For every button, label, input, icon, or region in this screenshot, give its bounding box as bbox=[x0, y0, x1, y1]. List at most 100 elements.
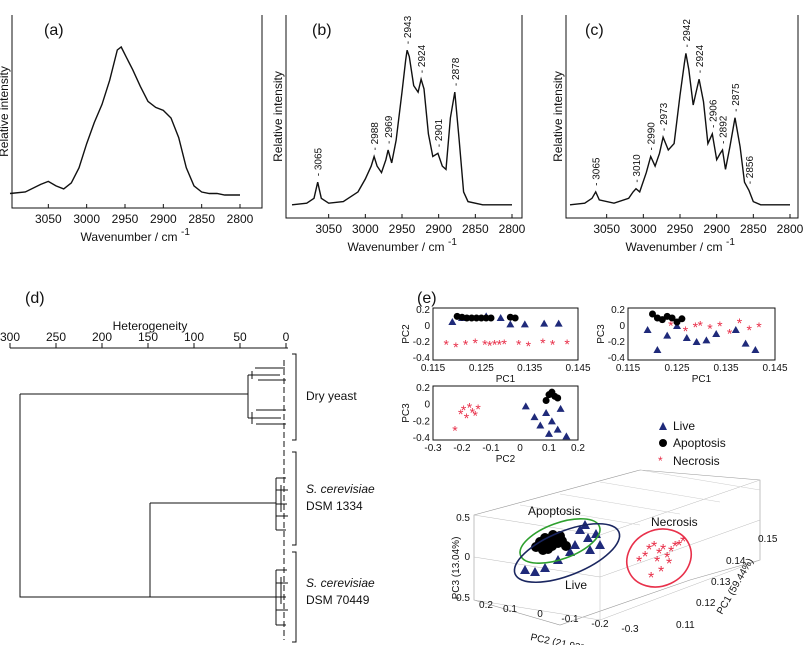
point3d-necrosis: * bbox=[642, 549, 648, 566]
scatter3-ytick-label: -0.2 bbox=[413, 416, 431, 427]
scatter2-ytick-label: 0.2 bbox=[611, 305, 625, 316]
point-necrosis: * bbox=[683, 323, 689, 339]
dendrogram-dry-yeast-leaves bbox=[248, 367, 286, 425]
legend-apoptosis-marker bbox=[659, 439, 667, 447]
dendrogram-dsm1334-leaves bbox=[275, 477, 288, 531]
dsm1334-bracket bbox=[292, 451, 297, 546]
group-dsm1334-strain: DSM 1334 bbox=[306, 499, 363, 513]
point3d-live bbox=[583, 533, 593, 542]
spectrum-c-tick-label: 3000 bbox=[630, 222, 657, 236]
point-necrosis: * bbox=[487, 337, 493, 353]
spectrum-a-tick-label: 2850 bbox=[188, 212, 215, 226]
point3d-necrosis: * bbox=[658, 564, 664, 581]
point-live bbox=[702, 336, 711, 344]
point-necrosis: * bbox=[473, 408, 479, 424]
group-dsm70449-species: S. cerevisiae bbox=[306, 576, 375, 590]
point-necrosis: * bbox=[475, 401, 481, 417]
dendrogram-ticks: 300 250 200 150 100 50 0 bbox=[0, 330, 290, 348]
spectrum-b-axes bbox=[285, 15, 523, 219]
plot3d-xtick-label: 0.1 bbox=[503, 604, 517, 615]
point-necrosis: * bbox=[717, 318, 723, 334]
scatter3-xtick-label: 0.1 bbox=[542, 443, 556, 454]
scatter2-xlabel: PC1 bbox=[692, 374, 712, 385]
point3d-necrosis: * bbox=[672, 539, 678, 556]
spectrum-b-tick-label: 3000 bbox=[352, 222, 379, 236]
dendrogram-axis-title: Heterogeneity bbox=[113, 319, 188, 333]
peak-label-c: - 2942 bbox=[682, 19, 693, 48]
plot3d-frame bbox=[473, 469, 761, 626]
spectrum-c-ylabel: Relative intensity bbox=[551, 71, 565, 162]
plot3d-xtick-label: 0.2 bbox=[479, 600, 493, 611]
peak-label-c: - 2924 bbox=[695, 44, 706, 73]
plot3d-ytick-label: 0.15 bbox=[758, 534, 778, 545]
point-live bbox=[540, 319, 549, 327]
spectrum-b-tick-label: 2850 bbox=[462, 222, 489, 236]
point-necrosis: * bbox=[502, 336, 508, 352]
panel-d-label: (d) bbox=[25, 290, 45, 307]
scatter1-xtick-label: 0.125 bbox=[469, 363, 494, 374]
point-live bbox=[653, 346, 662, 353]
point-necrosis: * bbox=[482, 337, 488, 353]
point-apoptosis bbox=[468, 314, 476, 322]
point-live bbox=[448, 318, 457, 325]
spectrum-c-xlabel: Wavenumber / cm bbox=[626, 240, 723, 254]
point-necrosis: * bbox=[452, 423, 458, 439]
point-necrosis: * bbox=[564, 336, 570, 352]
point-live bbox=[692, 338, 701, 345]
spectrum-a-line bbox=[9, 45, 240, 196]
point-live bbox=[530, 413, 539, 421]
plot3d-xtick-label: -0.3 bbox=[621, 624, 639, 635]
dendrogram-tick-label: 0 bbox=[283, 330, 290, 344]
point-apoptosis bbox=[542, 397, 550, 404]
spectrum-a-xlabel: Wavenumber / cm bbox=[81, 230, 178, 244]
peak-label-c: - 2990 bbox=[647, 122, 658, 151]
plot-3d: ********** ***** Apoptosis Live Necrosis … bbox=[451, 469, 778, 645]
point-apoptosis bbox=[482, 314, 490, 322]
spectrum-panel-c: Relative intensity 3050 3000 2950 2900 2850 28… bbox=[551, 15, 803, 254]
spectrum-a-xlabel-sup: -1 bbox=[181, 227, 190, 238]
spectrum-c-tick-label: 2950 bbox=[667, 222, 694, 236]
point-live bbox=[643, 326, 652, 333]
point-necrosis: * bbox=[737, 315, 743, 331]
spectrum-c-tick-label: 2850 bbox=[740, 222, 767, 236]
scatter3-xtick-label: 0.2 bbox=[571, 443, 585, 454]
point-live bbox=[731, 326, 740, 333]
point-necrosis: * bbox=[461, 402, 467, 418]
annotation-necrosis: Necrosis bbox=[651, 515, 698, 529]
point-live bbox=[712, 330, 721, 337]
point-apoptosis bbox=[511, 314, 519, 322]
scatter3-ytick-label: -0.4 bbox=[413, 433, 431, 444]
plot3d-ztick-label: 0 bbox=[464, 552, 470, 563]
spectrum-a-axes bbox=[11, 15, 263, 209]
group-dry-yeast-label: Dry yeast bbox=[306, 389, 357, 403]
peak-label-b: - 2969 bbox=[384, 115, 395, 144]
spectrum-c-tick-label: 3050 bbox=[593, 222, 620, 236]
scatter1-xtick-label: 0.145 bbox=[565, 363, 590, 374]
point-necrosis: * bbox=[756, 319, 762, 335]
dendrogram-tick-label: 50 bbox=[233, 330, 247, 344]
point3d-live bbox=[520, 565, 530, 574]
peak-label-b: - 2878 bbox=[451, 57, 462, 86]
point-apoptosis bbox=[463, 314, 471, 322]
point-necrosis: * bbox=[526, 338, 532, 354]
point-necrosis: * bbox=[453, 339, 459, 355]
scatter3-frame bbox=[432, 385, 579, 441]
peak-label-c: - 3010 bbox=[632, 154, 643, 183]
scatter2-xtick-label: 0.145 bbox=[762, 363, 787, 374]
spectrum-c-tick-label: 2800 bbox=[777, 222, 803, 236]
point-apoptosis bbox=[487, 314, 495, 322]
plot3d-points: ********** ***** bbox=[520, 520, 686, 587]
plot3d-ztick-label: 0.5 bbox=[456, 513, 470, 524]
scatter3-xlabel: PC2 bbox=[496, 454, 516, 465]
panel-a-label: (a) bbox=[44, 22, 64, 39]
plot3d-ytick-label: 0.13 bbox=[711, 577, 731, 588]
scatter1-xtick-label: 0.135 bbox=[517, 363, 542, 374]
legend: Live Apoptosis * Necrosis bbox=[658, 419, 726, 468]
point-necrosis: * bbox=[458, 406, 464, 422]
spectrum-a-tick-label: 2900 bbox=[150, 212, 177, 226]
point3d-necrosis: * bbox=[646, 542, 652, 559]
spectrum-a-ylabel: Relative intensity bbox=[0, 66, 11, 157]
